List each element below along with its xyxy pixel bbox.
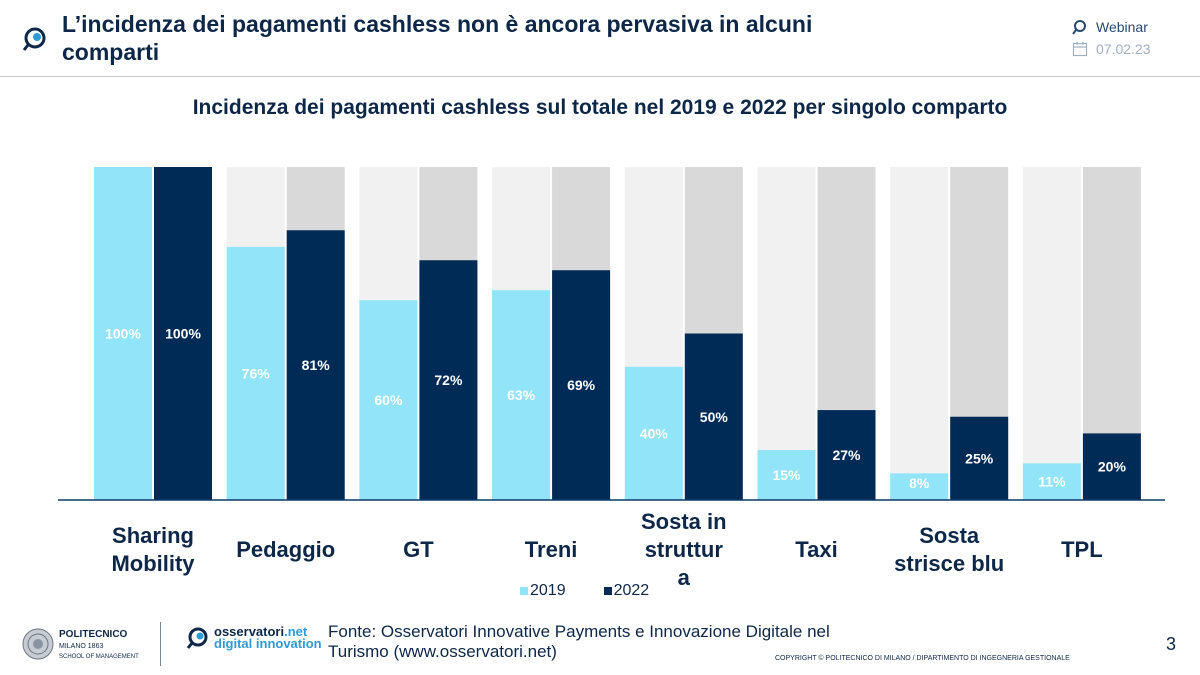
page-number: 3 bbox=[1166, 634, 1177, 654]
slide-meta: Webinar 07.02.23 bbox=[1072, 16, 1151, 60]
bar-2019 bbox=[492, 290, 551, 500]
politecnico-logo-text: POLITECNICO MILANO 1863 SCHOOL OF MANAGE… bbox=[59, 630, 139, 662]
data-label-2022: 72% bbox=[434, 372, 463, 388]
legend-item-2019: 2019 bbox=[520, 582, 566, 600]
bar-2022 bbox=[684, 333, 743, 500]
bar-2022 bbox=[286, 230, 345, 500]
bar-2019 bbox=[1022, 463, 1081, 500]
bar-2019 bbox=[94, 167, 152, 500]
chart-title: Incidenza dei pagamenti cashless sul tot… bbox=[192, 96, 1008, 119]
category-label: Sharing Mobility bbox=[111, 523, 195, 576]
data-label-2022: 100% bbox=[165, 326, 201, 342]
oss-name: osservatori bbox=[214, 624, 285, 639]
poli-line2: MILANO 1863 bbox=[59, 643, 104, 650]
oss-net: .net bbox=[284, 624, 308, 639]
legend-item-2022: 2022 bbox=[603, 582, 650, 600]
category-label: Treni bbox=[525, 537, 578, 562]
oss-sub: digital innovation bbox=[214, 636, 322, 651]
bar-remainder-2019 bbox=[1022, 167, 1081, 500]
bar-2022 bbox=[154, 167, 212, 500]
webinar-label: Webinar bbox=[1096, 19, 1148, 35]
category-label: GT bbox=[403, 537, 434, 562]
legend-label-2022: 2022 bbox=[613, 582, 650, 599]
chart-legend: 2019 2022 bbox=[520, 582, 687, 600]
data-label-2019: 8% bbox=[909, 475, 930, 491]
politecnico-seal-icon bbox=[22, 628, 54, 660]
slide-title: L’incidenza dei pagamenti cashless non è… bbox=[62, 11, 813, 65]
bar-2019 bbox=[624, 366, 683, 500]
slide-date: 07.02.23 bbox=[1096, 41, 1151, 57]
data-label-2019: 76% bbox=[242, 365, 271, 381]
bar-2022 bbox=[817, 410, 876, 500]
bar-remainder-2019 bbox=[890, 167, 949, 500]
data-label-2022: 25% bbox=[965, 450, 994, 466]
category-label: Taxi bbox=[795, 537, 837, 562]
source-note: Fonte: Osservatori Innovative Payments e… bbox=[328, 622, 830, 661]
poli-line1: POLITECNICO bbox=[59, 629, 128, 640]
bar-2022 bbox=[419, 260, 478, 500]
webinar-icon bbox=[1072, 20, 1086, 35]
bar-2019 bbox=[890, 473, 949, 500]
category-label: Sosta in struttur a bbox=[641, 509, 727, 590]
data-label-2022: 69% bbox=[567, 377, 596, 393]
data-label-2022: 81% bbox=[302, 357, 331, 373]
data-label-2019: 63% bbox=[507, 387, 536, 403]
date-row: 07.02.23 bbox=[1072, 38, 1151, 60]
legend-swatch-2019 bbox=[520, 587, 528, 595]
data-label-2019: 40% bbox=[640, 425, 669, 441]
data-label-2019: 15% bbox=[772, 467, 801, 483]
data-label-2022: 20% bbox=[1098, 459, 1127, 475]
legend-label-2019: 2019 bbox=[530, 582, 566, 599]
data-label-2019: 60% bbox=[374, 392, 403, 408]
bar-remainder-2019 bbox=[757, 167, 816, 500]
calendar-icon bbox=[1072, 42, 1088, 57]
bar-chart: 100% 100% 76% 81% 60% 72% 63% 69% 40% 50% 15% 27% 8%… bbox=[58, 167, 1165, 590]
slide-header: L’incidenza dei pagamenti cashless non è… bbox=[0, 0, 1200, 77]
webinar-row: Webinar bbox=[1072, 16, 1151, 38]
copyright-note: COPYRIGHT © POLITECNICO DI MILANO / DIPA… bbox=[775, 655, 1070, 662]
footer-divider bbox=[160, 622, 161, 666]
category-label: Sosta strisce blu bbox=[894, 523, 1004, 576]
data-label-2022: 27% bbox=[832, 447, 861, 463]
bar-2022 bbox=[1082, 433, 1141, 500]
poli-line3: SCHOOL OF MANAGEMENT bbox=[59, 654, 139, 660]
category-label: TPL bbox=[1061, 537, 1103, 562]
osservatori-footer-icon bbox=[186, 627, 208, 649]
bar-2019 bbox=[757, 450, 816, 500]
bar-2022 bbox=[950, 416, 1009, 500]
osservatori-logo-text: osservatori.net digital innovation bbox=[214, 624, 322, 651]
data-label-2019: 11% bbox=[1038, 474, 1066, 490]
osservatori-logo-icon bbox=[22, 27, 46, 51]
bar-2022 bbox=[552, 270, 611, 500]
data-label-2022: 50% bbox=[700, 409, 729, 425]
bar-2019 bbox=[226, 246, 285, 500]
legend-swatch-2022 bbox=[603, 587, 612, 595]
category-label: Pedaggio bbox=[236, 537, 335, 562]
data-label-2019: 100% bbox=[105, 326, 141, 342]
bar-2019 bbox=[359, 300, 418, 500]
